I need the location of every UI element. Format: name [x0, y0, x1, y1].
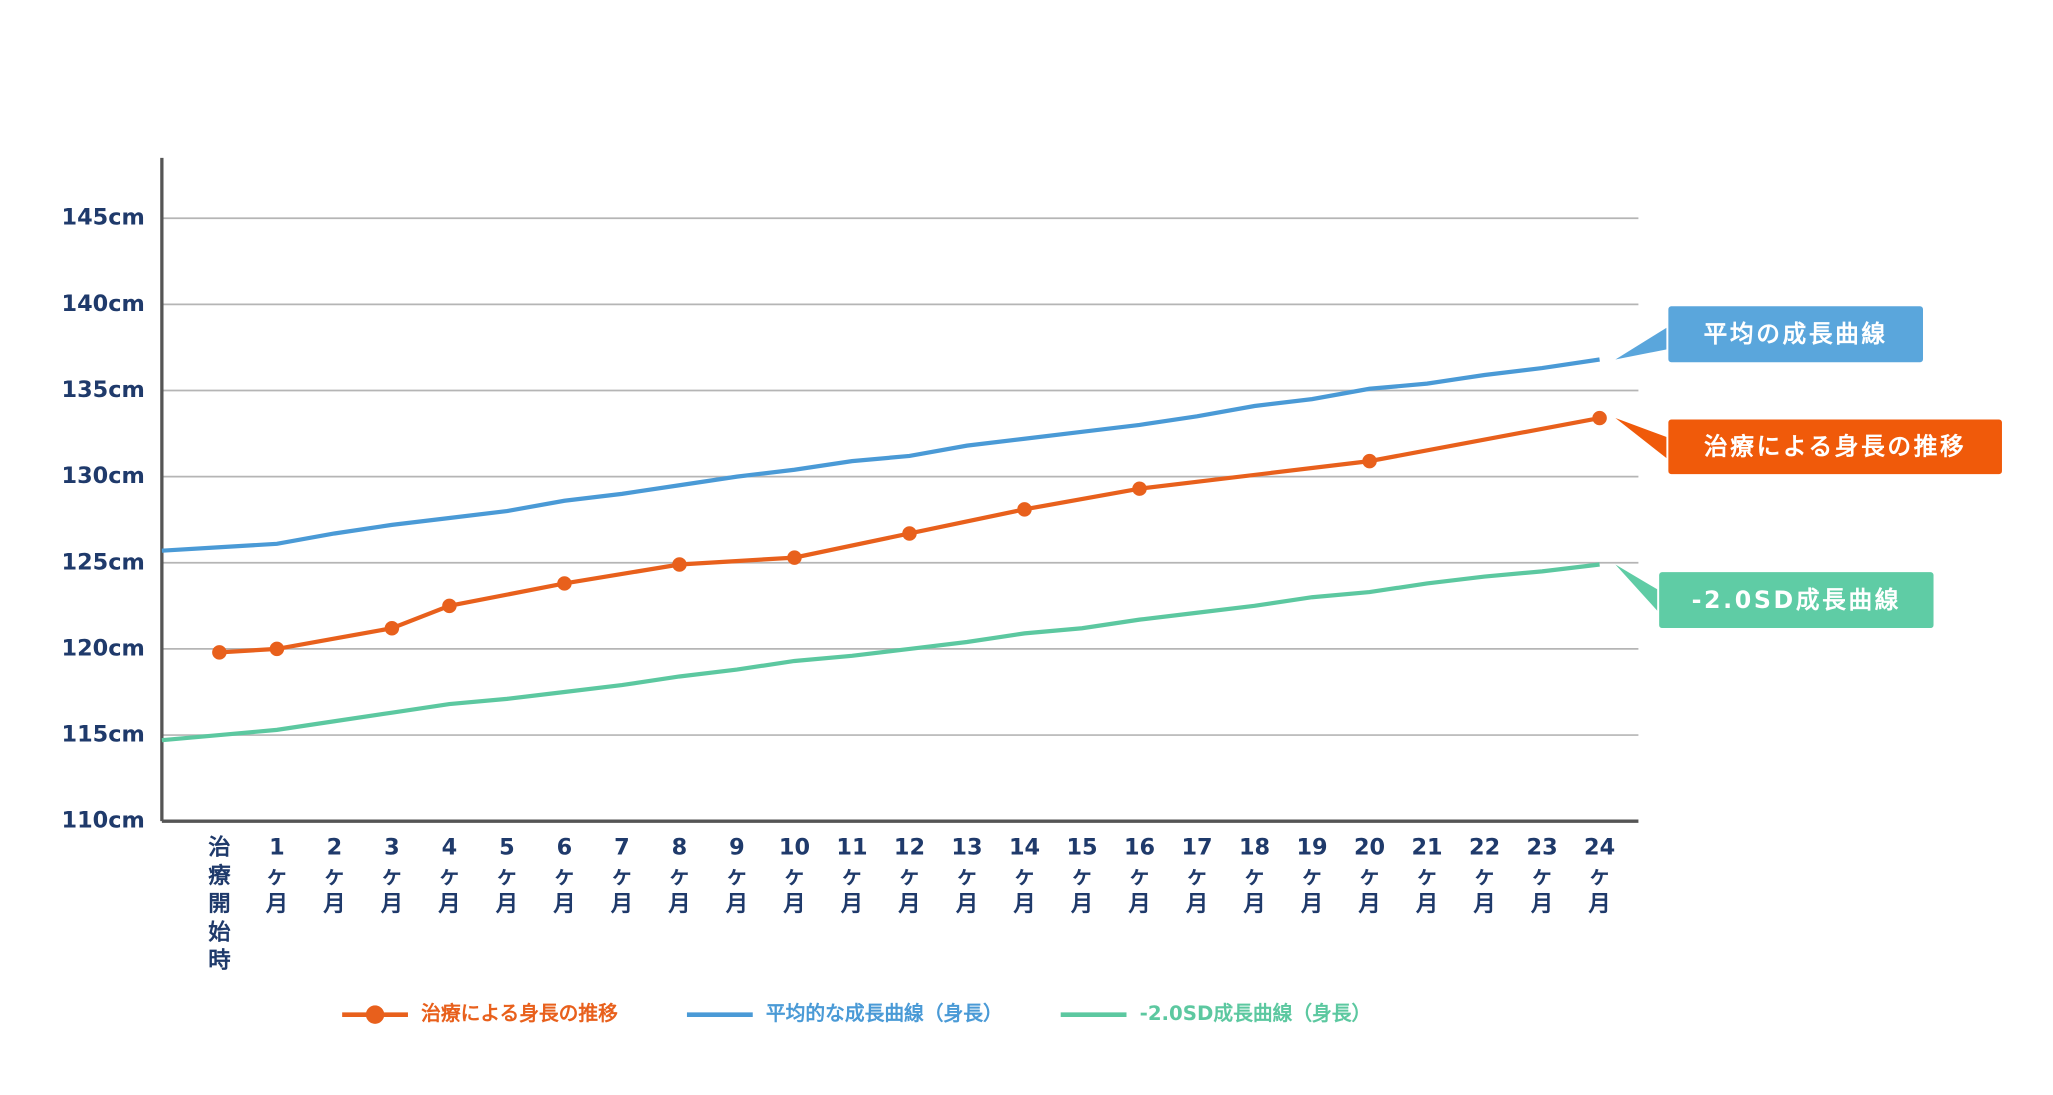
x-tick-label: 17 ヶ月 [1181, 834, 1212, 917]
x-tick-label: 7 ヶ月 [610, 834, 633, 917]
x-tick-label: 21 ヶ月 [1412, 834, 1443, 917]
x-tick-label: 10 ヶ月 [779, 834, 810, 917]
legend-label: -2.0SD成長曲線（身長） [1140, 1002, 1372, 1025]
point [672, 557, 687, 572]
x-tick-label: 13 ヶ月 [951, 834, 982, 917]
x-tick-label: 22 ヶ月 [1469, 834, 1500, 917]
x-tick-label: 治療開始時 [208, 833, 231, 973]
callout-box [1666, 417, 2004, 477]
series-line [161, 357, 1600, 553]
callout-box [1657, 570, 1936, 631]
y-tick-label: 125cm [62, 549, 145, 575]
series-line [219, 415, 1600, 655]
y-tick-label: 140cm [62, 291, 145, 317]
series-line [161, 562, 1600, 743]
callout-text: -2.0SD成長曲線 [1692, 586, 1901, 614]
x-tick-label: 11 ヶ月 [836, 834, 867, 917]
y-tick-label: 135cm [62, 377, 145, 403]
point [787, 550, 802, 565]
x-tick-label: 4 ヶ月 [437, 834, 460, 917]
x-tick-label: 15 ヶ月 [1066, 834, 1097, 917]
y-tick-label: 110cm [62, 808, 145, 834]
x-tick-label: 2 ヶ月 [322, 834, 345, 917]
y-tick-label: 145cm [62, 205, 145, 231]
x-tick-label: 3 ヶ月 [380, 834, 403, 917]
callout-text: 平均の成長曲線 [1704, 320, 1888, 348]
x-tick-label: 23 ヶ月 [1527, 834, 1558, 917]
legend-label: 平均的な成長曲線（身長） [766, 1002, 1003, 1025]
x-tick-label: 8 ヶ月 [667, 834, 690, 917]
x-tick-label: 18 ヶ月 [1239, 834, 1270, 917]
callout-pointer [1615, 418, 1671, 461]
callout-box [1666, 304, 1925, 365]
legend-label: 治療による身長の推移 [421, 1002, 618, 1025]
x-tick-label: 16 ヶ月 [1124, 834, 1155, 917]
x-tick-label: 6 ヶ月 [552, 834, 575, 917]
y-tick-label: 120cm [62, 635, 145, 661]
y-tick-label: 130cm [62, 463, 145, 489]
x-tick-label: 14 ヶ月 [1009, 834, 1040, 917]
point [557, 576, 572, 591]
point [1592, 410, 1607, 426]
point [269, 641, 285, 657]
point [212, 645, 227, 660]
point [442, 598, 457, 614]
x-tick-label: 20 ヶ月 [1354, 834, 1385, 917]
x-tick-label: 9 ヶ月 [725, 834, 748, 917]
point [1017, 502, 1032, 517]
x-tick-label: 12 ヶ月 [894, 834, 925, 917]
x-tick-label: 1 ヶ月 [265, 834, 288, 917]
legend-marker [365, 1005, 385, 1024]
point [384, 620, 400, 636]
point [1362, 453, 1377, 469]
x-tick-label: 19 ヶ月 [1296, 834, 1327, 917]
callout-text: 治療による身長の推移 [1704, 433, 1966, 461]
y-tick-label: 115cm [62, 722, 145, 748]
x-tick-label: 24 ヶ月 [1584, 834, 1615, 917]
callout-pointer [1615, 325, 1671, 360]
x-tick-label: 5 ヶ月 [495, 834, 518, 917]
point [902, 526, 917, 541]
point [1132, 481, 1147, 496]
plot: 110cm 115cm 120cm 125cm 130cm 135cm 140cm 145cm… [62, 157, 2004, 1025]
callout-pointer [1615, 564, 1661, 615]
